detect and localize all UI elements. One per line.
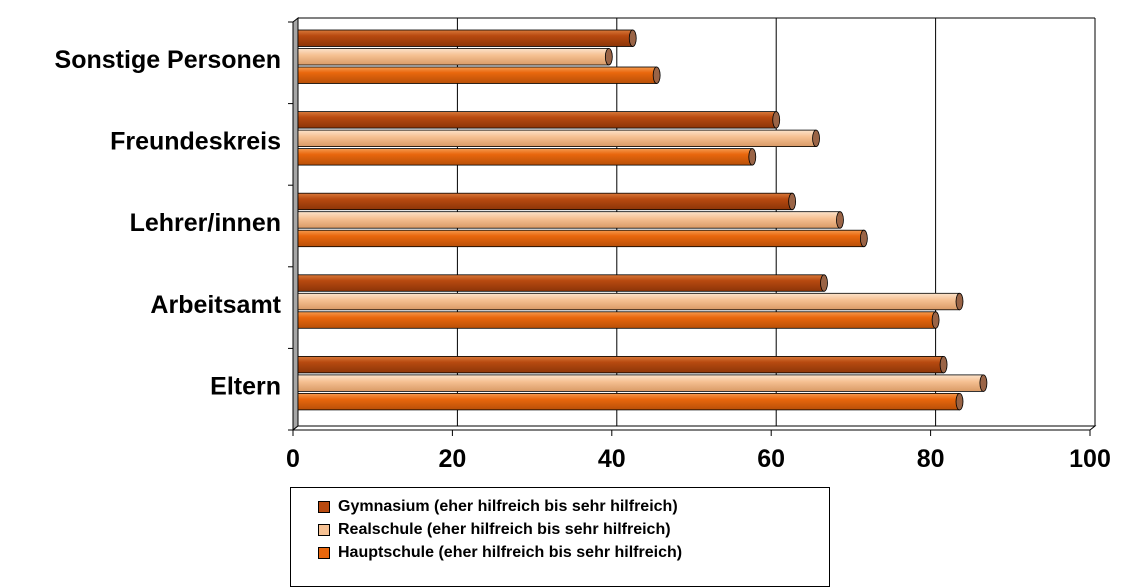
legend: Gymnasium (eher hilfreich bis sehr hilfr… — [290, 487, 830, 587]
bar-gymnasium-arbeitsamt — [297, 274, 828, 292]
bar-body — [297, 129, 817, 148]
bar-end-cap — [939, 355, 948, 374]
category-label-freundeskreis: Freundeskreis — [110, 128, 281, 156]
bar-realschule-eltern — [297, 374, 988, 392]
bar-realschule-sonstige-personen — [297, 48, 613, 66]
bar-end-cap — [628, 29, 637, 47]
bar-body — [297, 211, 841, 229]
bar-hauptschule-arbeitsamt — [297, 311, 940, 329]
legend-item-gymnasium: Gymnasium (eher hilfreich bis sehr hilfr… — [291, 495, 829, 518]
bar-end-cap — [748, 148, 757, 166]
bar-end-cap — [788, 192, 797, 211]
bar-body — [297, 111, 777, 129]
x-tick-labels: 0 20 40 60 80 100 — [286, 445, 1111, 473]
bar-end-cap — [955, 292, 964, 311]
bar-body — [297, 355, 944, 374]
bar-end-cap — [836, 211, 844, 229]
legend-item-hauptschule: Hauptschule (eher hilfreich bis sehr hil… — [291, 541, 829, 564]
bar-end-cap — [652, 66, 661, 84]
category-label-arbeitsamt: Arbeitsamt — [150, 291, 281, 319]
bar-body — [297, 392, 960, 411]
legend-label-gymnasium: Gymnasium (eher hilfreich bis sehr hilfr… — [338, 497, 678, 515]
bar-body — [297, 292, 960, 311]
x-tick-label-20: 20 — [438, 445, 466, 473]
bar-hauptschule-eltern — [297, 392, 964, 411]
legend-swatch-gymnasium — [318, 500, 330, 513]
bar-end-cap — [812, 129, 820, 148]
bar-gymnasium-lehrer-innen — [297, 192, 797, 211]
bar-body — [297, 192, 793, 211]
x-tick-label-100: 100 — [1069, 445, 1111, 473]
bar-body — [297, 374, 984, 392]
bar-body — [297, 229, 865, 248]
axes — [288, 16, 1097, 436]
bar-end-cap — [979, 374, 988, 392]
bars — [297, 29, 988, 411]
legend-label-realschule: Realschule (eher hilfreich bis sehr hilf… — [338, 520, 671, 538]
y-axis-wall — [292, 16, 299, 432]
legend-swatch-hauptschule — [318, 546, 330, 559]
category-label-sonstige-personen: Sonstige Personen — [55, 46, 281, 74]
bar-body — [297, 311, 936, 329]
bar-hauptschule-freundeskreis — [297, 148, 757, 166]
bar-realschule-freundeskreis — [297, 129, 820, 148]
x-axis-floor — [291, 425, 1097, 431]
bar-end-cap — [604, 48, 613, 66]
bar-body — [297, 48, 610, 66]
category-label-lehrer-innen: Lehrer/innen — [130, 209, 281, 237]
bar-gymnasium-eltern — [297, 355, 948, 374]
bar-end-cap — [955, 392, 964, 411]
legend-swatch-realschule — [318, 523, 330, 536]
bar-hauptschule-sonstige-personen — [297, 66, 661, 84]
bar-body — [297, 274, 825, 292]
bar-end-cap — [931, 311, 940, 329]
bar-realschule-arbeitsamt — [297, 292, 964, 311]
bar-end-cap — [772, 111, 781, 129]
bar-gymnasium-freundeskreis — [297, 111, 781, 129]
category-labels: Sonstige Personen Freundeskreis Lehrer/inn… — [55, 46, 282, 400]
x-tick-label-60: 60 — [757, 445, 785, 473]
bar-end-cap — [820, 274, 828, 292]
bar-body — [297, 66, 658, 84]
bar-body — [297, 29, 634, 47]
bar-end-cap — [859, 229, 868, 248]
bar-realschule-lehrer-innen — [297, 211, 844, 229]
bar-chart: Sonstige Personen Freundeskreis Lehrer/inn… — [55, 16, 1111, 473]
bar-body — [297, 148, 753, 166]
x-tick-label-80: 80 — [917, 445, 945, 473]
bar-hauptschule-lehrer-innen — [297, 229, 868, 248]
legend-item-realschule: Realschule (eher hilfreich bis sehr hilf… — [291, 518, 829, 541]
x-tick-label-40: 40 — [598, 445, 626, 473]
bar-gymnasium-sonstige-personen — [297, 29, 637, 47]
legend-label-hauptschule: Hauptschule (eher hilfreich bis sehr hil… — [338, 543, 683, 561]
x-tick-label-0: 0 — [286, 445, 300, 473]
category-label-eltern: Eltern — [210, 372, 281, 400]
